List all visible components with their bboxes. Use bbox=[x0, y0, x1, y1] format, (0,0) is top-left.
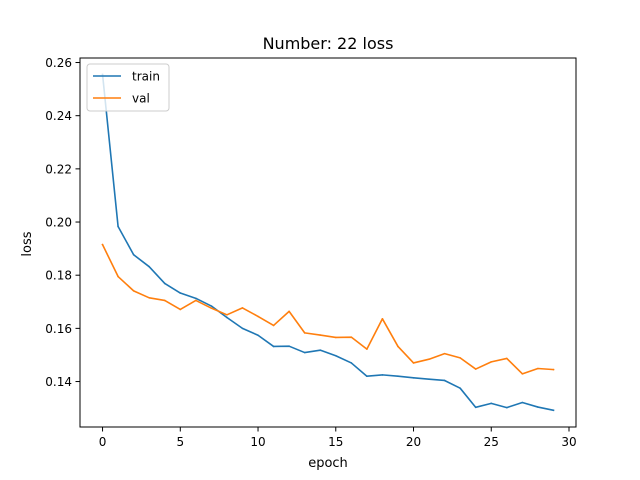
y-tick-label: 0.16 bbox=[45, 322, 72, 336]
point-val-14 bbox=[319, 334, 322, 336]
point-val-8 bbox=[226, 314, 228, 316]
y-tick-label: 0.26 bbox=[45, 56, 72, 70]
x-tick-label: 10 bbox=[250, 435, 265, 449]
point-val-15 bbox=[334, 336, 337, 339]
point-train-3 bbox=[148, 265, 150, 268]
point-train-15 bbox=[334, 354, 337, 357]
point-train-10 bbox=[257, 334, 259, 337]
point-train-23 bbox=[459, 387, 461, 389]
point-train-22 bbox=[443, 379, 446, 382]
point-val-2 bbox=[132, 290, 135, 292]
point-train-24 bbox=[474, 406, 477, 409]
series-layer bbox=[101, 73, 555, 412]
point-train-29 bbox=[552, 409, 555, 412]
point-val-3 bbox=[148, 297, 150, 299]
point-val-18 bbox=[381, 318, 384, 320]
point-val-13 bbox=[303, 332, 306, 334]
tick-layer: 0 5 10 15 20 25 30 0.14 0.16 0.18 0.20 0.22 0.24 0.26 bbox=[45, 56, 576, 449]
legend-label-train: train bbox=[132, 70, 160, 84]
series-line-val bbox=[101, 243, 555, 375]
point-val-9 bbox=[241, 307, 244, 309]
point-val-24 bbox=[474, 368, 477, 370]
y-axis-label: loss bbox=[20, 231, 35, 256]
point-val-17 bbox=[366, 348, 368, 350]
point-train-2 bbox=[132, 253, 135, 256]
series-line-train bbox=[101, 73, 555, 412]
point-train-13 bbox=[303, 351, 306, 354]
point-train-7 bbox=[210, 305, 213, 307]
x-axis-label: epoch bbox=[308, 456, 348, 471]
point-val-16 bbox=[350, 336, 353, 338]
y-tick-label: 0.18 bbox=[45, 269, 72, 283]
point-val-20 bbox=[412, 362, 415, 364]
point-train-25 bbox=[490, 402, 493, 405]
point-val-12 bbox=[288, 310, 290, 313]
point-train-26 bbox=[506, 406, 508, 409]
y-tick-label: 0.24 bbox=[45, 109, 72, 123]
point-train-28 bbox=[537, 406, 539, 408]
plot-frame bbox=[79, 57, 577, 428]
point-val-7 bbox=[210, 307, 213, 309]
chart-title: Number: 22 loss bbox=[263, 34, 394, 53]
point-val-10 bbox=[257, 315, 259, 318]
x-tick-label: 25 bbox=[484, 435, 499, 449]
point-train-4 bbox=[163, 282, 166, 285]
point-train-18 bbox=[381, 374, 384, 376]
point-train-12 bbox=[288, 345, 290, 347]
point-train-27 bbox=[521, 401, 524, 404]
point-train-9 bbox=[241, 327, 244, 330]
point-train-14 bbox=[319, 349, 322, 351]
point-val-5 bbox=[179, 308, 182, 311]
y-tick-label: 0.22 bbox=[45, 162, 72, 176]
point-val-22 bbox=[443, 352, 446, 355]
point-val-23 bbox=[459, 357, 461, 359]
point-train-8 bbox=[226, 316, 228, 319]
point-train-20 bbox=[412, 377, 415, 379]
point-train-21 bbox=[428, 378, 430, 380]
point-val-0 bbox=[101, 243, 104, 246]
point-val-1 bbox=[117, 275, 119, 278]
x-tick-label: 5 bbox=[176, 435, 184, 449]
point-train-17 bbox=[366, 375, 368, 378]
point-train-6 bbox=[195, 297, 197, 300]
x-tick-label: 0 bbox=[99, 435, 107, 449]
x-tick-label: 20 bbox=[406, 435, 421, 449]
y-tick-label: 0.20 bbox=[45, 216, 72, 230]
point-val-21 bbox=[428, 358, 430, 361]
point-val-29 bbox=[552, 368, 555, 371]
point-val-19 bbox=[397, 345, 399, 348]
x-tick-label: 30 bbox=[561, 435, 576, 449]
point-train-1 bbox=[117, 225, 119, 228]
point-train-5 bbox=[179, 292, 182, 294]
point-val-26 bbox=[506, 357, 508, 360]
point-val-28 bbox=[537, 367, 539, 370]
point-train-16 bbox=[350, 362, 353, 364]
legend: train val bbox=[86, 63, 170, 112]
y-tick-label: 0.14 bbox=[45, 375, 72, 389]
point-train-11 bbox=[272, 345, 275, 348]
point-train-19 bbox=[397, 375, 399, 378]
point-val-4 bbox=[163, 299, 166, 302]
point-val-6 bbox=[195, 299, 197, 302]
legend-label-val: val bbox=[132, 92, 150, 106]
point-val-25 bbox=[490, 361, 493, 363]
point-val-27 bbox=[521, 373, 524, 375]
point-val-11 bbox=[272, 324, 275, 327]
x-tick-label: 15 bbox=[328, 435, 343, 449]
